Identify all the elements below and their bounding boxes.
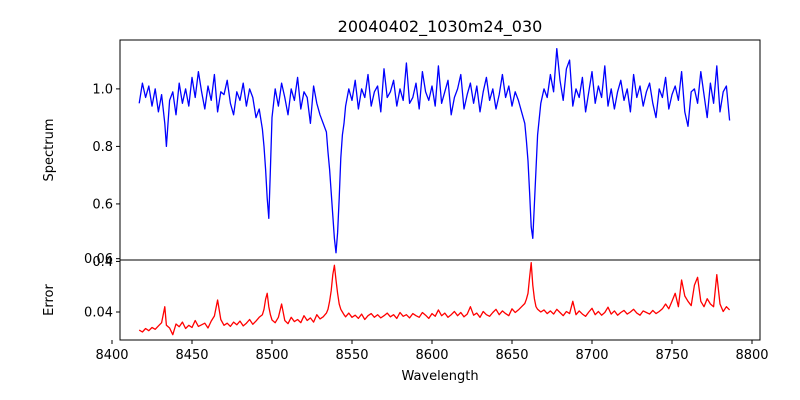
x-tick-label: 8800 [735,348,768,363]
spectrum-y-axis-label: Spectrum [42,119,57,182]
error-y-tick-label: 0.04 [84,306,113,321]
error-y-ticks: 0.04 0.06 [84,252,120,321]
x-tick-label: 8700 [575,348,608,363]
spectrum-y-tick-label: 0.8 [92,140,113,155]
error-series-line [138,262,731,336]
x-tick-label: 8450 [175,348,208,363]
error-plot-frame [119,259,761,341]
chart-title: 20040402_1030m24_030 [338,17,543,37]
spectrum-series-line [138,47,731,254]
x-tick-label: 8500 [255,348,288,363]
spectrum-y-ticks: 0.4 0.6 0.8 1.0 [92,82,120,270]
x-tick-label: 8550 [335,348,368,363]
x-tick-label: 8750 [655,348,688,363]
x-tick-label: 8650 [495,348,528,363]
spectrum-panel: 0.4 0.6 0.8 1.0 Spectrum [42,39,761,270]
spectrum-y-tick-label: 1.0 [92,82,113,97]
x-axis-label: Wavelength [401,369,478,384]
wavelength-x-ticks: 8400 8450 8500 8550 8600 8650 8700 8750 8800 [95,340,769,363]
x-tick-label: 8600 [415,348,448,363]
x-tick-label: 8400 [95,348,128,363]
spectrum-y-tick-label: 0.6 [92,197,113,212]
error-y-axis-label: Error [42,284,57,316]
error-y-tick-label: 0.06 [84,252,113,267]
error-panel: 0.04 0.06 8400 8450 8500 8550 8600 8650 8700 875… [42,252,769,384]
spectrum-y-tick-label: 0.4 [92,255,113,270]
